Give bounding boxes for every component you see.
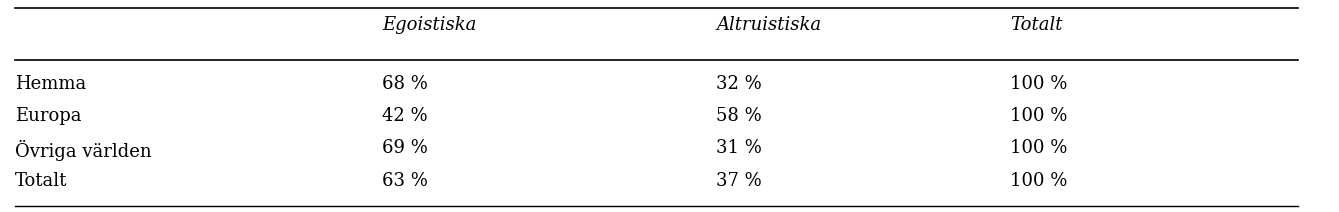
- Text: 100 %: 100 %: [1010, 139, 1067, 158]
- Text: 42 %: 42 %: [382, 107, 428, 125]
- Text: 68 %: 68 %: [382, 75, 428, 93]
- Text: 37 %: 37 %: [716, 172, 762, 190]
- Text: Egoistiska: Egoistiska: [382, 16, 477, 34]
- Text: Totalt: Totalt: [15, 172, 67, 190]
- Text: 100 %: 100 %: [1010, 75, 1067, 93]
- Text: 32 %: 32 %: [716, 75, 762, 93]
- Text: Totalt: Totalt: [1010, 16, 1063, 34]
- Text: Övriga världen: Övriga världen: [15, 139, 151, 161]
- Text: Europa: Europa: [15, 107, 82, 125]
- Text: Altruistiska: Altruistiska: [716, 16, 821, 34]
- Text: 100 %: 100 %: [1010, 107, 1067, 125]
- Text: 63 %: 63 %: [382, 172, 428, 190]
- Text: 58 %: 58 %: [716, 107, 762, 125]
- Text: Hemma: Hemma: [15, 75, 86, 93]
- Text: 69 %: 69 %: [382, 139, 428, 158]
- Text: 31 %: 31 %: [716, 139, 762, 158]
- Text: 100 %: 100 %: [1010, 172, 1067, 190]
